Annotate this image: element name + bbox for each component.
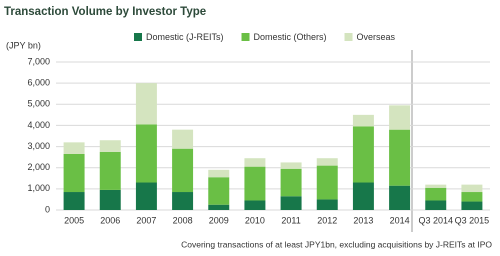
bar-segment: [172, 192, 194, 210]
chart-title: Transaction Volume by Investor Type: [4, 6, 206, 18]
bar-segment: [172, 129, 194, 149]
y-tick-label: 3,000: [27, 141, 50, 151]
footnote: Covering transactions of at least JPY1bn…: [181, 239, 492, 249]
y-tick-label: 5,000: [27, 99, 50, 109]
bar-segment: [208, 177, 230, 205]
legend-swatch: [241, 33, 250, 41]
x-tick-label: 2010: [245, 215, 265, 225]
bar-segment: [244, 200, 266, 210]
bar-segment: [63, 142, 85, 154]
legend-label: Overseas: [357, 32, 396, 42]
x-tick-label: 2014: [390, 215, 410, 225]
bar-segment: [425, 200, 447, 210]
x-tick-label: 2005: [64, 215, 84, 225]
bar-segment: [135, 182, 157, 210]
bar-segment: [352, 114, 374, 127]
legend-swatch: [344, 33, 353, 41]
bar-segment: [316, 165, 338, 200]
bar-segment: [99, 189, 121, 210]
bar-segment: [135, 83, 157, 125]
bar-segment: [461, 184, 483, 193]
legend-label: Domestic (Others): [254, 32, 327, 42]
bar-segment: [389, 185, 411, 210]
bar-segment: [316, 199, 338, 210]
legend-label: Domestic (J-REITs): [146, 32, 224, 42]
bar-segment: [208, 204, 230, 210]
y-tick-label: 0: [45, 204, 50, 214]
y-tick-label: 1,000: [27, 183, 50, 193]
bar-segment: [280, 162, 302, 169]
bar-segment: [208, 169, 230, 178]
bar-segment: [461, 192, 483, 202]
bar-segment: [352, 182, 374, 210]
bar-segment: [63, 153, 85, 193]
y-axis-label: (JPY bn): [6, 40, 41, 50]
x-tick-label: 2009: [209, 215, 229, 225]
bar-segment: [280, 196, 302, 210]
bar-segment: [63, 192, 85, 210]
bar-segment: [244, 166, 266, 201]
bar-segment: [425, 184, 447, 188]
bar-segment: [99, 140, 121, 152]
bar-segment: [461, 201, 483, 210]
bar-segment: [244, 158, 266, 167]
x-tick-label: 2008: [173, 215, 193, 225]
x-tick-label: 2006: [100, 215, 120, 225]
x-tick-label: 2012: [317, 215, 337, 225]
x-tick-label: Q3 2015: [455, 215, 490, 225]
bar-segment: [389, 105, 411, 130]
x-tick-label: 2007: [136, 215, 156, 225]
bar-segment: [280, 168, 302, 197]
bar-segment: [99, 151, 121, 190]
bar-segment: [425, 187, 447, 201]
bar-segment: [135, 124, 157, 183]
bar-segment: [389, 129, 411, 186]
bar-segment: [316, 158, 338, 166]
y-tick-label: 7,000: [27, 56, 50, 66]
x-tick-label: Q3 2014: [418, 215, 453, 225]
legend-swatch: [134, 33, 142, 41]
x-tick-label: 2013: [353, 215, 373, 225]
bar-segment: [352, 126, 374, 183]
bar-segment: [172, 148, 194, 193]
x-tick-label: 2011: [281, 215, 300, 225]
y-tick-label: 2,000: [27, 162, 50, 172]
y-tick-label: 6,000: [27, 78, 50, 88]
y-tick-label: 4,000: [27, 120, 50, 130]
